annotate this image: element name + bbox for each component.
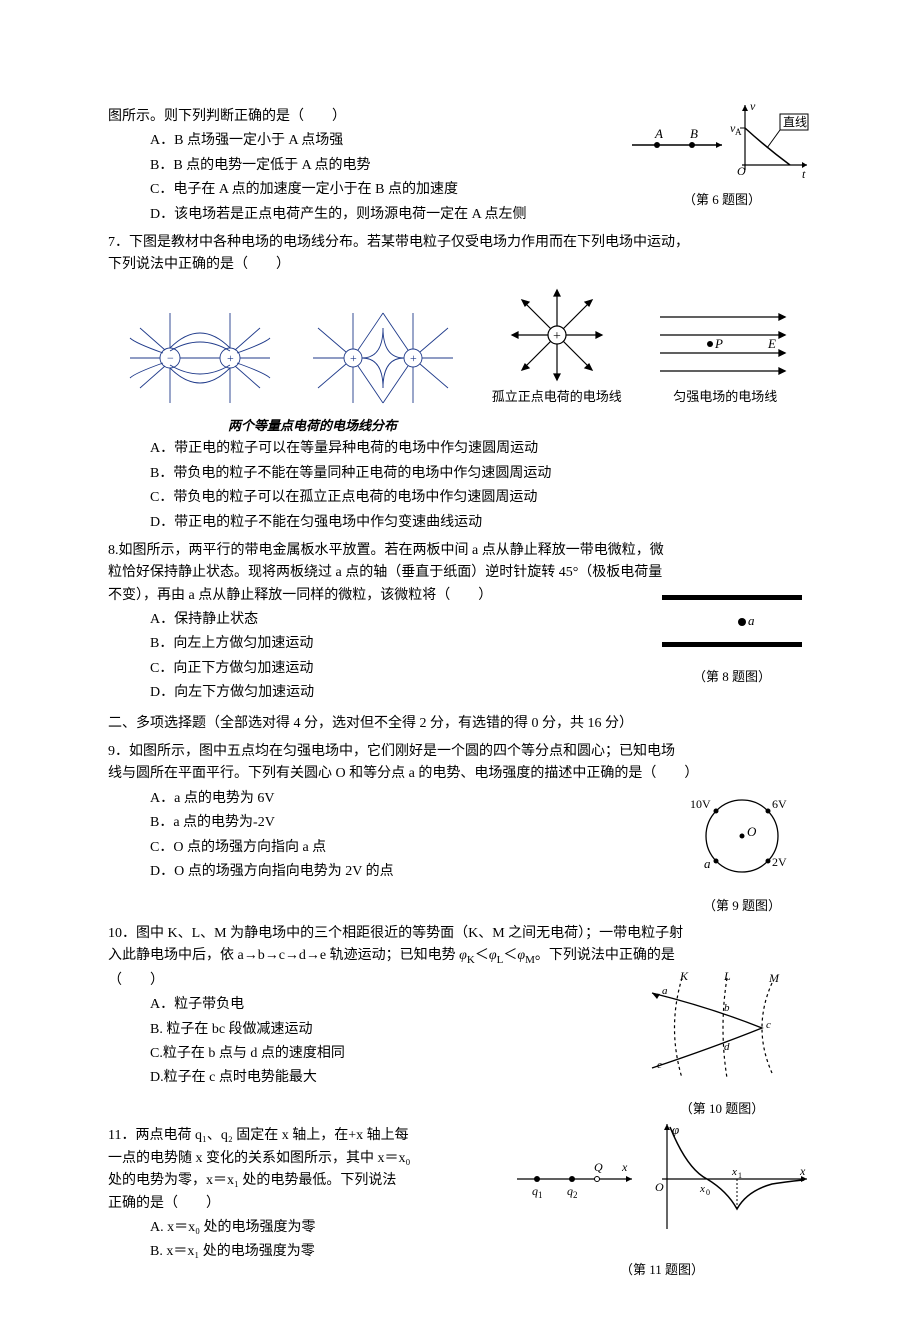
q7-fig-dipole-unlike: − + [125, 308, 275, 408]
svg-text:+: + [227, 351, 234, 365]
svg-text:A: A [735, 127, 742, 137]
q11-figure: q 1 q 2 Q x φ O x 0 x 1 x （第 11 题图） [512, 1119, 812, 1280]
q9-stem1: 9．如图所示，图中五点均在匀强电场中，它们刚好是一个圆的四个等分点和圆心；已知电… [108, 741, 812, 763]
q10-M: M [768, 971, 780, 985]
q8-stem2: 粒恰好保持静止状态。现将两板绕过 a 点的轴（垂直于纸面）逆时针旋转 45°（极… [108, 562, 812, 584]
svg-text:x: x [731, 1166, 737, 1178]
q9-label-a: a [704, 856, 711, 871]
q8-figure-caption: （第 8 题图） [652, 667, 812, 688]
q6-axis-v: v [750, 100, 756, 113]
q9-label-O: O [747, 824, 757, 839]
q7-caption-main: 两个等量点电荷的电场线分布 [108, 416, 812, 437]
svg-text:1: 1 [538, 1190, 543, 1200]
q9-label-10V: 10V [690, 797, 711, 811]
q7-uniform-E: E [767, 336, 776, 351]
svg-text:1: 1 [738, 1171, 742, 1180]
q10-b: b [724, 1002, 730, 1014]
svg-text:O: O [737, 164, 746, 178]
svg-text:+: + [350, 351, 357, 365]
q10-stem2-post: 。下列说法中正确的是 [535, 948, 675, 963]
q6-label-line: 直线 [783, 115, 807, 129]
q7-opt-C: C．带负电的粒子可以在孤立正点电荷的电场中作匀速圆周运动 [150, 487, 812, 509]
q7-options: A．带正电的粒子可以在等量异种电荷的电场中作匀速圆周运动 B．带负电的粒子不能在… [108, 438, 812, 534]
q7-caption-center: 孤立正点电荷的电场线 [492, 387, 622, 408]
q7-figure-row: − + + + [108, 285, 812, 408]
q11-xright: x [799, 1164, 806, 1178]
svg-text:2: 2 [573, 1190, 578, 1200]
q8-point-a: a [748, 613, 755, 628]
q7-fig-dipole-like: + + [308, 308, 458, 408]
q10-stem2-pre: 入此静电场中后，依 a→b→c→d→e 轨迹运动；已知电势 [108, 948, 459, 963]
q7-opt-D: D．带正电的粒子不能在匀强电场中作匀变速曲线运动 [150, 512, 812, 534]
q11-Q: Q [594, 1160, 603, 1174]
q6-svg: A B v A v t O 直线 [632, 100, 812, 180]
q9-label-6V: 6V [772, 797, 787, 811]
svg-text:−: − [167, 351, 174, 365]
q9-label-2V: 2V [772, 855, 787, 869]
q8-stem1: 8.如图所示，两平行的带电金属板水平放置。若在两板中间 a 点从静止释放一带电微… [108, 540, 812, 562]
q10-a: a [662, 985, 668, 997]
q7-fig-point-charge: + 孤立正点电荷的电场线 [492, 285, 622, 408]
q11-O: O [655, 1180, 664, 1194]
q6-figure: A B v A v t O 直线 （第 6 题图） [632, 100, 812, 211]
q9-stem2: 线与圆所在平面平行。下列有关圆心 O 和等分点 a 的电势、电场强度的描述中正确… [108, 763, 812, 785]
q9-figure: 10V 6V 2V a O （第 9 题图） [672, 786, 812, 917]
q7-stem2: 下列说法中正确的是（ ） [108, 254, 812, 276]
q11-phi: φ [672, 1122, 679, 1137]
q11-xleft: x [621, 1160, 628, 1174]
q7-opt-B: B．带负电的粒子不能在等量同种正电荷的电场中作匀速圆周运动 [150, 463, 812, 485]
q10-d: d [724, 1041, 730, 1053]
section2-heading: 二、多项选择题（全部选对得 4 分，选对但不全得 2 分，有选错的得 0 分，共… [108, 713, 812, 735]
q10-K: K [679, 969, 689, 983]
q9-figure-caption: （第 9 题图） [672, 896, 812, 917]
q10-figure-caption: （第 10 题图） [632, 1099, 812, 1120]
q7-opt-A: A．带正电的粒子可以在等量异种电荷的电场中作匀速圆周运动 [150, 438, 812, 460]
q6-axis-t: t [802, 167, 806, 180]
q8-figure: a （第 8 题图） [652, 587, 812, 688]
q7-stem1: 7．下图是教材中各种电场的电场线分布。若某带电粒子仅受电场力作用而在下列电场中运… [108, 232, 812, 254]
q6-figure-caption: （第 6 题图） [632, 190, 812, 211]
q10-stem1: 10．图中 K、L、M 为静电场中的三个相距很近的等势面（K、M 之间无电荷）；… [108, 923, 812, 945]
q10-stem2: 入此静电场中后，依 a→b→c→d→e 轨迹运动；已知电势 φK＜φL＜φM。下… [108, 945, 812, 969]
q7-caption-right: 匀强电场的电场线 [673, 387, 777, 408]
q7-fig-uniform: P E 匀强电场的电场线 [655, 305, 795, 408]
q11-figure-caption: （第 11 题图） [512, 1260, 812, 1281]
q7-uniform-P: P [714, 336, 723, 351]
q6-point-A: A [654, 126, 663, 141]
q10-figure: K L M a b c d e （第 10 题图） [632, 968, 812, 1119]
q6-point-B: B [690, 126, 698, 141]
svg-text:+: + [410, 351, 417, 365]
q10-e: e [657, 1059, 662, 1071]
q10-c: c [766, 1019, 771, 1031]
svg-text:+: + [553, 329, 561, 344]
q10-L: L [723, 969, 731, 983]
svg-text:0: 0 [706, 1188, 710, 1197]
svg-text:x: x [699, 1183, 705, 1195]
